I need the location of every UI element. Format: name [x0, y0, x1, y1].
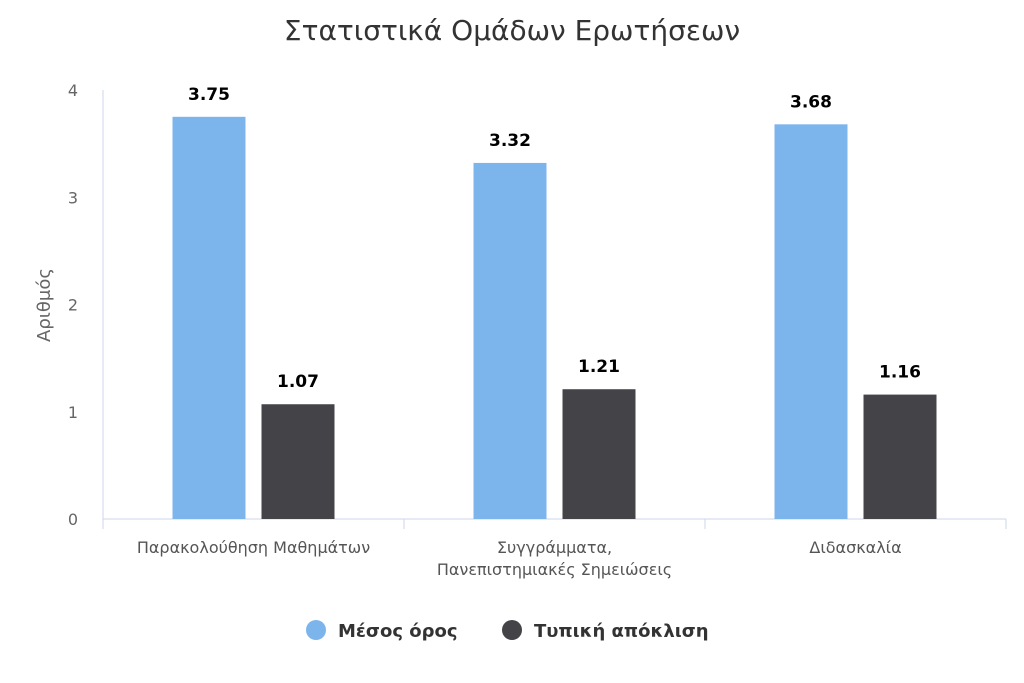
bar-value-label: 3.68: [790, 92, 832, 112]
legend-label: Τυπική απόκλιση: [534, 621, 709, 642]
legend[interactable]: Μέσος όρος Τυπική απόκλιση: [306, 620, 709, 642]
legend-item[interactable]: Τυπική απόκλιση: [502, 620, 709, 642]
bar[interactable]: [562, 389, 636, 519]
chart-title: Στατιστικά Ομάδων Ερωτήσεων: [284, 14, 740, 47]
x-category-label: Παρακολούθηση Μαθημάτων: [137, 538, 370, 557]
y-tick-label: 4: [68, 81, 78, 100]
y-tick-label: 2: [68, 296, 78, 315]
bar-value-label: 3.75: [188, 85, 230, 105]
y-axis-label: Αριθμός: [34, 268, 55, 342]
legend-item[interactable]: Μέσος όρος: [306, 620, 458, 642]
axes: 0 1 2 3 4 Παρακολούθηση Μαθημάτων Συγγράμματα,…: [68, 81, 1007, 579]
legend-label: Μέσος όρος: [338, 621, 458, 642]
y-tick-label: 1: [68, 403, 78, 422]
bar-value-label: 3.32: [489, 131, 531, 151]
bar[interactable]: [863, 394, 937, 519]
legend-marker: [502, 620, 522, 640]
x-category-label: Διδασκαλία: [809, 538, 901, 557]
bar[interactable]: [261, 404, 335, 519]
data-labels: 3.75 3.32 3.68 1.07 1.21 1.16: [188, 85, 921, 392]
bars: [172, 116, 937, 519]
bar-value-label: 1.16: [879, 363, 921, 383]
y-tick-label: 3: [68, 188, 78, 207]
x-category-label: Συγγράμματα, Πανεπιστημιακές Σημειώσεις: [437, 538, 672, 579]
bar-value-label: 1.21: [578, 357, 620, 377]
y-tick-label: 0: [68, 510, 78, 529]
bar[interactable]: [774, 124, 848, 519]
bar[interactable]: [172, 116, 246, 519]
bar[interactable]: [473, 162, 547, 519]
legend-marker: [306, 620, 326, 640]
bar-value-label: 1.07: [277, 372, 319, 392]
